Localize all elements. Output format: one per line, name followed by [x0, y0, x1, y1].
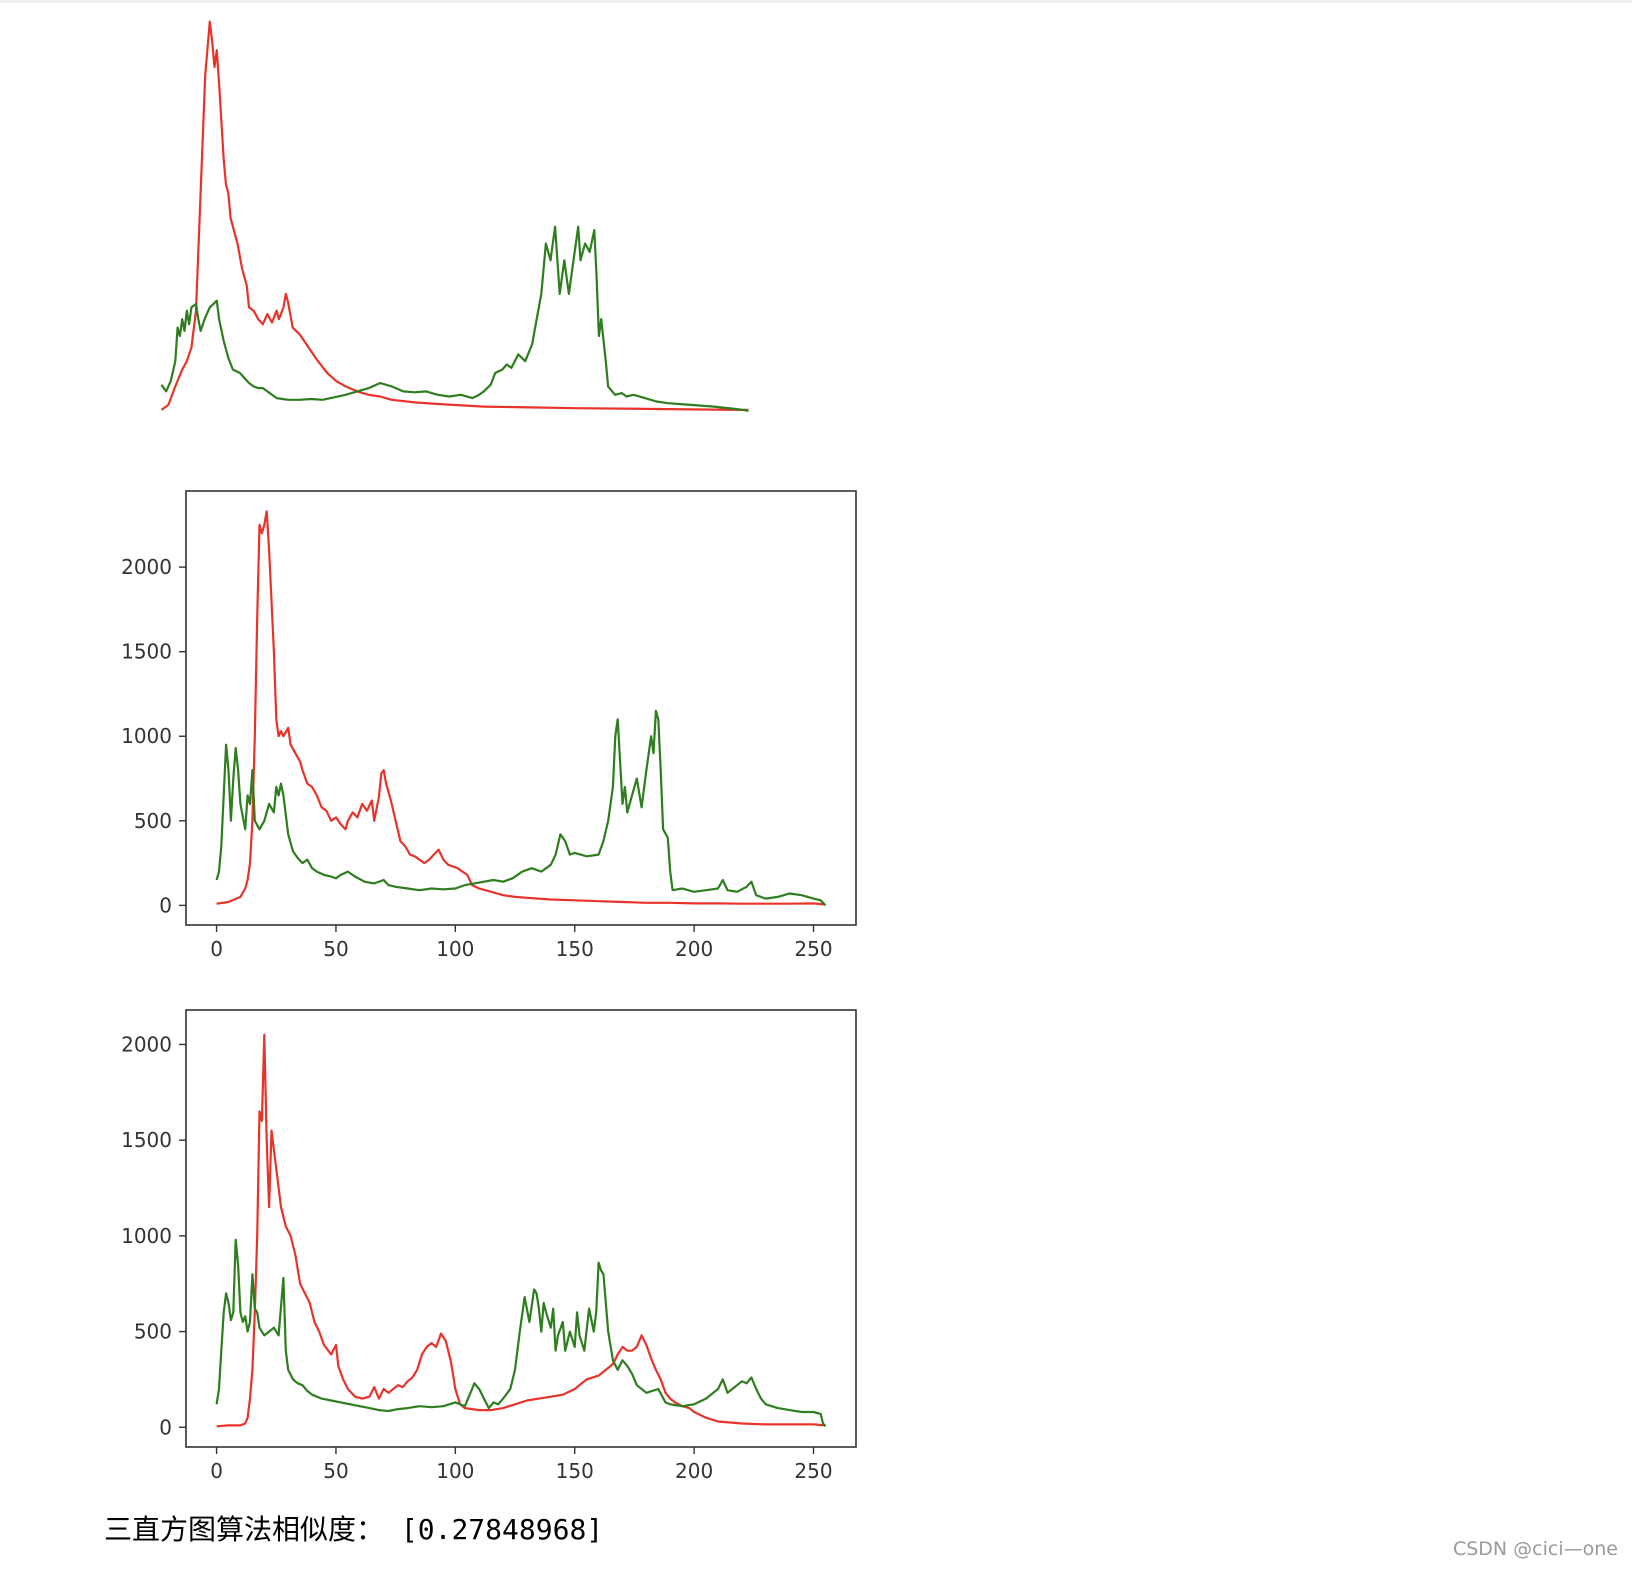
x-tick-label: 250	[794, 1459, 832, 1483]
y-tick-label: 500	[134, 809, 172, 833]
subplot-3: 0 50 100 150 200 250 0 500 1000 1500 2000	[121, 1009, 857, 1483]
similarity-label: 三直方图算法相似度：	[104, 1513, 385, 1546]
series-line-red	[160, 20, 749, 411]
x-tick-label: 150	[556, 1459, 594, 1483]
x-tick-label: 100	[436, 937, 474, 961]
axes-frame	[185, 490, 857, 926]
watermark: CSDN @cici—one	[1452, 1538, 1618, 1560]
top-border	[0, 0, 1632, 3]
x-tick-label: 200	[675, 937, 713, 961]
y-tick-label: 1500	[121, 1128, 172, 1152]
y-tick-label: 1000	[121, 724, 172, 748]
x-tick-label: 250	[794, 937, 832, 961]
x-tick-label: 200	[675, 1459, 713, 1483]
series-line-green	[215, 1238, 827, 1428]
x-tick-label: 50	[323, 1459, 348, 1483]
x-tick-label: 100	[436, 1459, 474, 1483]
x-tick-label: 0	[210, 1459, 223, 1483]
y-tick-label: 1500	[121, 640, 172, 664]
x-tick-label: 50	[323, 937, 348, 961]
series-line-red	[216, 510, 826, 906]
similarity-output: 三直方图算法相似度： [0.27848968]	[104, 1508, 603, 1548]
subplot-2: 0 50 100 150 200 250 0 500 1000 1500 2000	[121, 490, 857, 961]
y-tick-label: 0	[159, 1415, 172, 1439]
series-line-green	[160, 225, 749, 412]
y-tick-label: 2000	[121, 1032, 172, 1056]
subplot-1	[160, 20, 749, 412]
similarity-value: [0.27848968]	[400, 1513, 604, 1546]
y-tick-label: 2000	[121, 555, 172, 579]
series-line-red	[216, 1033, 826, 1428]
y-tick-label: 500	[134, 1320, 172, 1344]
y-tick-label: 0	[159, 893, 172, 917]
axes-frame	[185, 1009, 857, 1448]
x-tick-label: 0	[210, 937, 223, 961]
y-tick-label: 1000	[121, 1224, 172, 1248]
series-line-green	[215, 709, 827, 907]
x-tick-label: 150	[556, 937, 594, 961]
